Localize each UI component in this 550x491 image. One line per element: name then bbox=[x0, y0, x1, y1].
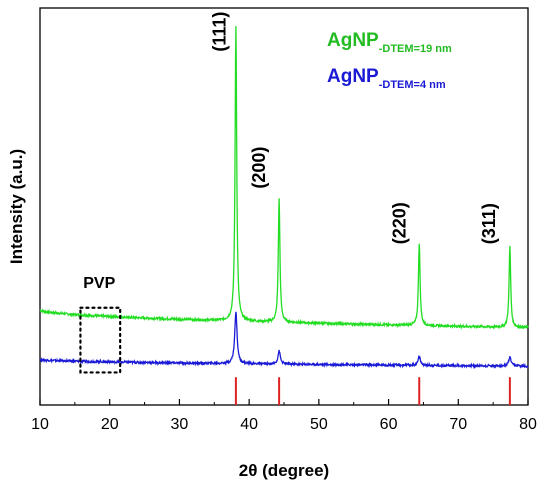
series-line-1 bbox=[39, 311, 529, 370]
x-tick-label-3: 40 bbox=[240, 416, 258, 433]
series-line-0 bbox=[39, 26, 529, 330]
peak-label-0: (111) bbox=[209, 12, 229, 52]
legend-entry-0: AgNP-DTEM=19 nm bbox=[327, 30, 452, 55]
x-tick-label-2: 30 bbox=[171, 416, 189, 433]
x-tick-label-6: 70 bbox=[449, 416, 467, 433]
x-axis-title: 2θ (degree) bbox=[239, 461, 329, 480]
x-axis: 10 20 30 40 50 60 70 80 bbox=[31, 399, 537, 433]
x-tick-label-5: 60 bbox=[380, 416, 398, 433]
legend-entry-sub: -DTEM=19 nm bbox=[379, 43, 452, 55]
legend-entry-main: AgNP bbox=[327, 66, 379, 87]
peak-labels: (111) (200) (220) (311) PVP bbox=[83, 12, 499, 292]
pvp-label: PVP bbox=[83, 275, 115, 292]
x-tick-label-4: 50 bbox=[310, 416, 328, 433]
legend-entry-main: AgNP bbox=[327, 30, 379, 51]
plot-area bbox=[39, 7, 529, 406]
x-tick-label-0: 10 bbox=[31, 416, 49, 433]
y-axis-title: Intensity (a.u.) bbox=[7, 149, 26, 264]
pvp-highlight-box bbox=[79, 306, 122, 374]
peak-label-3: (311) bbox=[479, 203, 499, 244]
legend-entry-1: AgNP-DTEM=4 nm bbox=[327, 66, 446, 91]
legend-entry-sub: -DTEM=4 nm bbox=[379, 79, 446, 91]
peak-label-1: (200) bbox=[249, 147, 269, 189]
x-tick-label-7: 80 bbox=[519, 416, 537, 433]
peak-label-2: (220) bbox=[389, 202, 409, 244]
plot-frame bbox=[39, 7, 529, 406]
x-tick-label-1: 20 bbox=[101, 416, 119, 433]
